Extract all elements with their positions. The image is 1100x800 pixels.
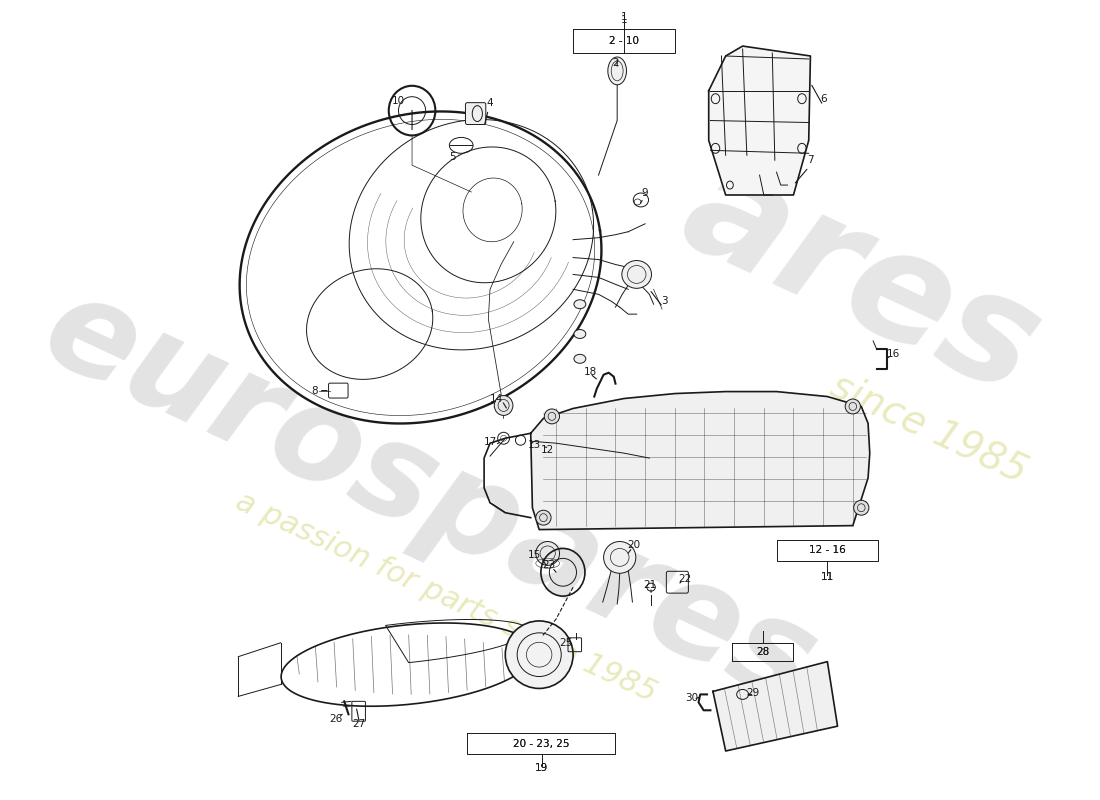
- Text: 7: 7: [807, 155, 814, 166]
- Text: 16: 16: [887, 349, 900, 359]
- Text: 18: 18: [583, 366, 596, 377]
- Text: 28: 28: [757, 646, 770, 657]
- Text: 26: 26: [329, 714, 342, 724]
- Ellipse shape: [621, 261, 651, 288]
- Ellipse shape: [494, 395, 513, 415]
- Text: 20 - 23, 25: 20 - 23, 25: [514, 739, 570, 749]
- Ellipse shape: [845, 399, 860, 414]
- Polygon shape: [530, 391, 870, 530]
- Ellipse shape: [544, 409, 560, 424]
- Text: 11: 11: [821, 572, 834, 582]
- Text: 8: 8: [311, 386, 318, 395]
- Text: 9: 9: [641, 188, 649, 198]
- Polygon shape: [708, 46, 811, 195]
- Text: 15: 15: [528, 550, 541, 561]
- Text: 12 - 16: 12 - 16: [808, 546, 846, 555]
- Text: since 1985: since 1985: [825, 366, 1033, 490]
- Ellipse shape: [536, 542, 560, 566]
- Polygon shape: [713, 662, 837, 751]
- Ellipse shape: [574, 354, 586, 363]
- Text: 29: 29: [746, 689, 759, 698]
- Ellipse shape: [574, 300, 586, 309]
- Text: 1: 1: [620, 12, 627, 22]
- Text: 22: 22: [679, 574, 692, 584]
- Text: 3: 3: [661, 296, 668, 306]
- Text: 28: 28: [757, 646, 770, 657]
- Text: 5: 5: [450, 152, 456, 162]
- FancyBboxPatch shape: [465, 102, 486, 125]
- Text: 21: 21: [642, 580, 656, 590]
- Ellipse shape: [608, 57, 627, 85]
- Ellipse shape: [536, 510, 551, 525]
- Text: 4: 4: [486, 98, 493, 108]
- Ellipse shape: [604, 542, 636, 574]
- Text: 12 - 16: 12 - 16: [808, 546, 846, 555]
- Text: 2 - 10: 2 - 10: [609, 36, 639, 46]
- Text: 30: 30: [685, 694, 698, 703]
- Text: eurospares: eurospares: [24, 264, 834, 732]
- Text: 19: 19: [535, 763, 549, 773]
- Text: 20: 20: [628, 541, 640, 550]
- Text: 12: 12: [541, 445, 554, 455]
- Text: 27: 27: [352, 719, 365, 729]
- Text: 2 - 10: 2 - 10: [609, 36, 639, 46]
- Text: 25: 25: [560, 638, 573, 648]
- Text: 17: 17: [483, 438, 497, 447]
- Text: a passion for parts since 1985: a passion for parts since 1985: [231, 486, 661, 708]
- Text: 23: 23: [542, 560, 556, 570]
- Text: 1: 1: [620, 15, 627, 26]
- Text: 14: 14: [491, 394, 504, 403]
- Text: 13: 13: [528, 440, 541, 450]
- Text: 6: 6: [820, 94, 826, 104]
- Text: ares: ares: [661, 133, 1062, 426]
- Text: 11: 11: [821, 572, 834, 582]
- Ellipse shape: [505, 621, 573, 689]
- Ellipse shape: [574, 330, 586, 338]
- Text: 2: 2: [613, 58, 619, 68]
- Text: 10: 10: [392, 96, 405, 106]
- Text: 20 - 23, 25: 20 - 23, 25: [514, 739, 570, 749]
- Text: 19: 19: [535, 763, 549, 773]
- Ellipse shape: [854, 500, 869, 515]
